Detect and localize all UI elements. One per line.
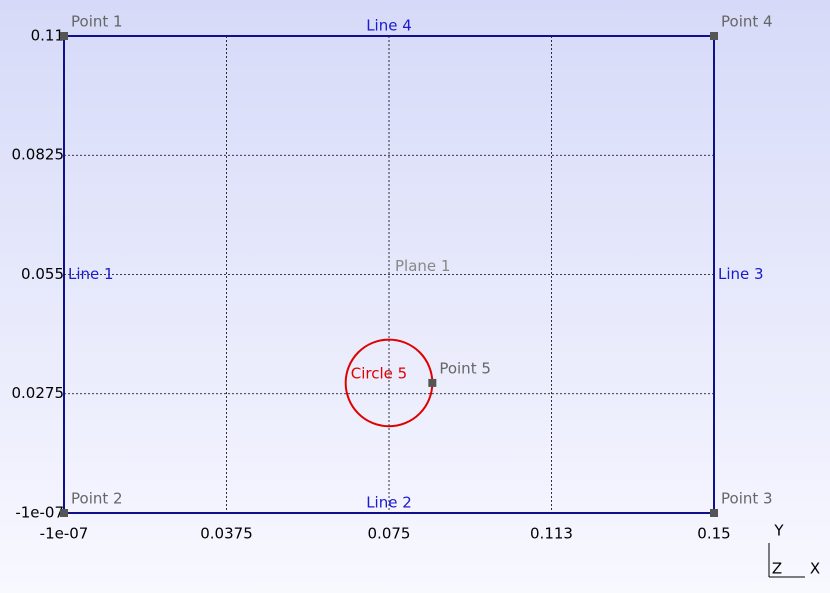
y-tick-label: 0.11: [31, 27, 64, 45]
edge-label: Line 2: [366, 494, 412, 512]
vertex: [710, 32, 718, 40]
vertex: [428, 378, 437, 387]
x-tick-label: 0.0375: [200, 525, 253, 543]
circle-label: Circle 5: [351, 364, 407, 382]
vertex-label: Point 3: [721, 490, 773, 508]
edge-label: Line 3: [718, 265, 764, 283]
y-tick-label: 0.055: [21, 265, 64, 283]
y-tick-label: 0.0825: [12, 146, 65, 164]
x-tick-label: 0.15: [697, 525, 730, 543]
vertex: [60, 32, 68, 40]
y-tick-label: 0.0275: [12, 384, 65, 402]
edge-label: Line 4: [366, 17, 412, 35]
vertex-label: Point 5: [439, 359, 491, 377]
x-tick-label: 0.113: [530, 525, 573, 543]
vertex: [60, 509, 68, 517]
edge-label: Line 1: [68, 265, 114, 283]
vertex-label: Point 1: [71, 13, 123, 31]
graphics: -1e-07 0.0375 0.075 0.113 0.15 -1e-07 0.0275 0.…: [12, 13, 820, 578]
vertex: [710, 509, 718, 517]
x-tick-label: -1e-07: [40, 525, 89, 543]
y-tick-label: -1e-07: [15, 504, 64, 522]
vertex-label: Point 4: [721, 13, 773, 31]
vertex-label: Point 2: [71, 490, 123, 508]
triad-label: X: [810, 560, 820, 578]
plane-label: Plane 1: [395, 257, 450, 275]
triad-label: Z: [772, 560, 782, 578]
triad-label: Y: [773, 522, 784, 540]
x-tick-label: 0.075: [368, 525, 411, 543]
